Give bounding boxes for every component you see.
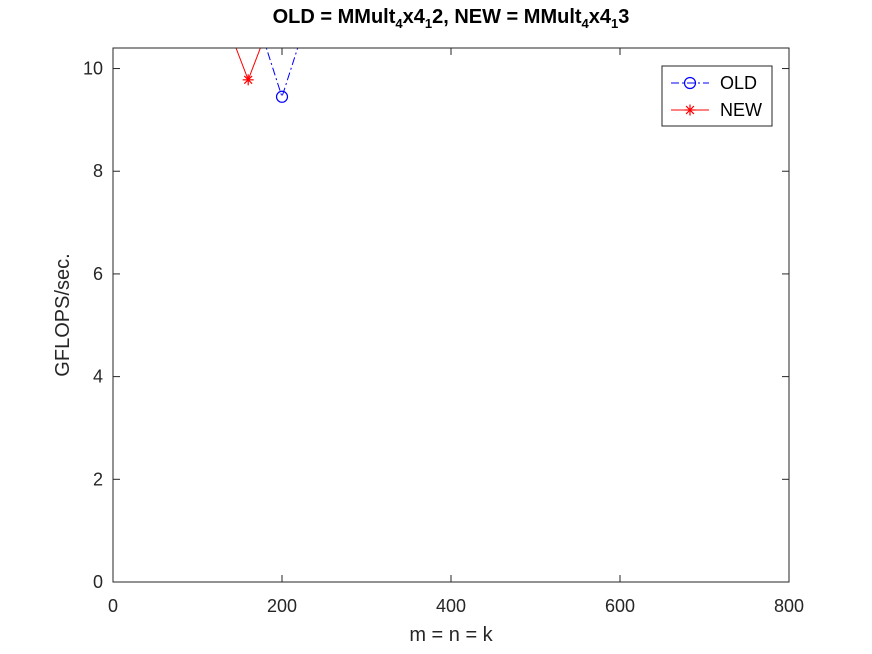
y-tick-label: 0 [93,572,103,592]
x-tick-label: 200 [267,596,297,616]
y-tick-label: 10 [83,59,103,79]
x-axis-label: m = n = k [409,624,493,646]
title-part: x4 [589,6,612,28]
legend: OLD NEW [661,65,773,127]
y-axis-label: GFLOPS/sec. [52,253,74,376]
data-point-old [275,90,289,103]
x-tick-label: 600 [605,596,635,616]
title-part: 2, NEW = MMult [432,6,582,28]
x-tick-label: 0 [108,596,118,616]
chart-title: OLD = MMult4x412, NEW = MMult4x413 [273,6,630,31]
x-tick-label: 800 [774,596,804,616]
axes: 0 200 400 600 800 0 2 4 6 8 10 [83,47,804,616]
title-part: 1 [425,16,432,31]
x-tick-label: 400 [436,596,466,616]
y-tick-label: 4 [93,367,103,387]
y-tick-label: 8 [93,161,103,181]
title-part: x4 [403,6,426,28]
plot-area [235,48,299,103]
title-part: 1 [611,16,618,31]
legend-marker-new [684,104,696,116]
legend-box [661,65,773,127]
title-part: 3 [618,6,629,28]
title-part: 4 [582,16,590,31]
legend-label-old: OLD [720,73,757,93]
title-part: OLD = MMult [273,6,396,28]
data-point-new [242,74,254,86]
legend-marker-old [683,76,697,90]
title-part: 4 [395,16,403,31]
y-tick-label: 6 [93,264,103,284]
legend-label-new: NEW [720,100,762,120]
y-tick-label: 2 [93,469,103,489]
